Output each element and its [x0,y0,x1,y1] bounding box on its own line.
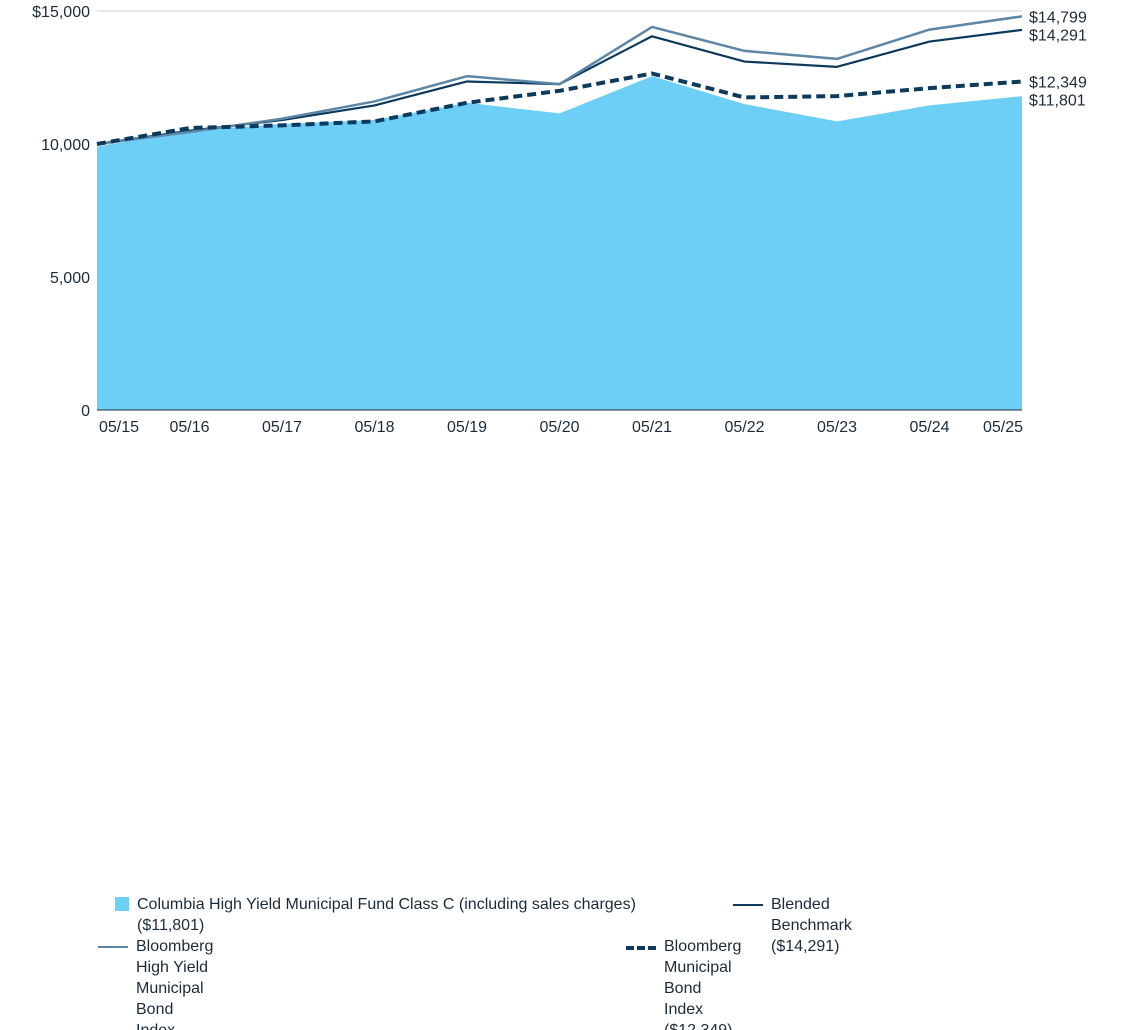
legend-item-hy-index: Bloomberg High Yield Municipal Bond Inde… [98,936,213,1030]
x-tick-label-1: 05/16 [169,419,209,436]
x-tick-label-2: 05/17 [262,419,302,436]
series-line-hy-index [96,15,1023,146]
y-tick-label-1: 5,000 [50,270,90,287]
x-tick-label-6: 05/21 [632,419,672,436]
legend-item-fund: Columbia High Yield Municipal Fund Class… [115,894,675,936]
legend-label-hy-index: Bloomberg High Yield Municipal Bond Inde… [136,938,214,1030]
x-tick-label-8: 05/23 [817,419,857,436]
legend-label-blended: Blended Benchmark ($14,291) [771,896,852,955]
x-tick-label-10: 05/25 [983,419,1023,436]
chart: 0 5,000 10,000 $15,000 05/15 05/16 05/17 05/18 0… [32,4,1087,1030]
chart-svg: 0 5,000 10,000 $15,000 05/15 05/16 05/17 05/18 0… [32,4,1087,436]
end-label-series-0: $11,801 [1029,93,1086,110]
x-tick-label-5: 05/20 [539,419,579,436]
legend-swatch-muni-index [626,946,656,950]
legend-swatch-blended [733,904,763,906]
legend-item-muni-index: Bloomberg Municipal Bond Index ($12,349) [626,936,741,1030]
legend-label-muni-index: Bloomberg Municipal Bond Index ($12,349) [664,938,742,1030]
end-label-series-1: $14,291 [1029,27,1087,44]
x-tick-label-7: 05/22 [724,419,764,436]
y-tick-label-3: $15,000 [32,4,90,21]
x-tick-label-3: 05/18 [354,419,394,436]
x-tick-label-4: 05/19 [447,419,487,436]
y-tick-label-0: 0 [81,403,90,420]
x-tick-label-0: 05/15 [99,419,139,436]
series-line-muni-index [96,71,1023,146]
series-area-fund [97,76,1022,411]
y-tick-label-2: 10,000 [41,137,90,154]
legend-swatch-hy-index [98,946,128,948]
legend-label-fund: Columbia High Yield Municipal Fund Class… [137,896,636,934]
end-label-series-3: $12,349 [1029,75,1087,92]
legend-swatch-fund [115,897,129,911]
end-label-series-2: $14,799 [1029,9,1087,26]
legend-item-blended: Blended Benchmark ($14,291) [733,894,852,957]
x-tick-label-9: 05/24 [909,419,949,436]
